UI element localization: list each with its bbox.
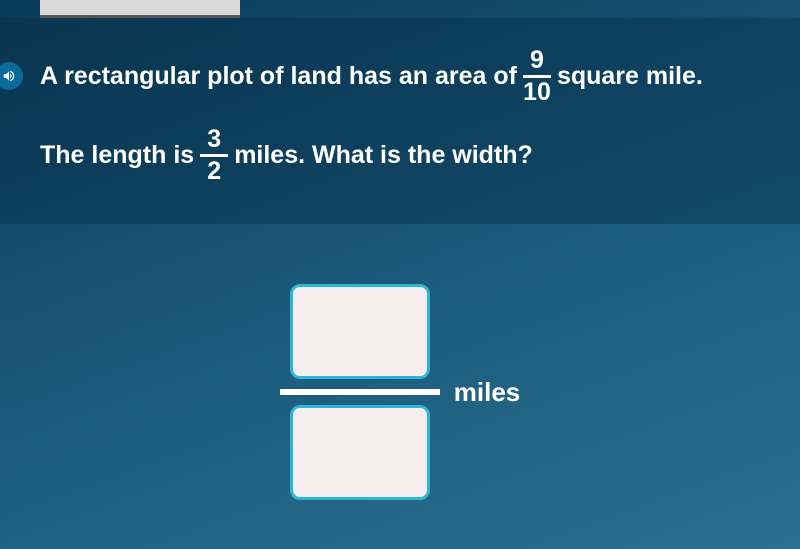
q-text: miles. What is the width? <box>234 139 533 172</box>
q-text: square mile. <box>557 60 703 93</box>
denominator-input[interactable] <box>290 405 430 500</box>
area-fraction: 9 10 <box>523 48 551 105</box>
audio-icon <box>2 69 16 83</box>
answer-fraction <box>280 284 440 500</box>
fraction-numerator: 9 <box>530 48 544 73</box>
fraction-denominator: 10 <box>523 80 551 105</box>
question-line-1: A rectangular plot of land has an area o… <box>40 48 780 105</box>
question-panel: A rectangular plot of land has an area o… <box>0 18 800 224</box>
fraction-numerator: 3 <box>207 127 221 152</box>
answer-unit: miles <box>454 377 521 408</box>
image-placeholder-strip <box>40 0 240 18</box>
answer-fraction-bar <box>280 389 440 395</box>
answer-area: miles <box>0 284 800 500</box>
length-fraction: 3 2 <box>200 127 228 184</box>
question-line-2: The length is 3 2 miles. What is the wid… <box>40 127 780 184</box>
q-text: A rectangular plot of land has an area o… <box>40 60 517 93</box>
q-text: The length is <box>40 139 194 172</box>
numerator-input[interactable] <box>290 284 430 379</box>
fraction-denominator: 2 <box>207 159 221 184</box>
